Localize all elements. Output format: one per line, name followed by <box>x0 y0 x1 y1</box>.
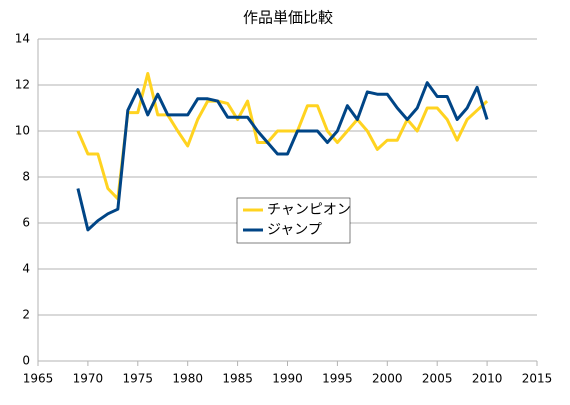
x-tick-label: 1990 <box>272 372 303 386</box>
x-tick-label: 1995 <box>322 372 353 386</box>
x-tick-label: 1985 <box>222 372 253 386</box>
y-tick-label: 14 <box>15 32 30 46</box>
y-tick-label: 8 <box>22 170 30 184</box>
series-line <box>76 72 489 201</box>
y-tick-label: 12 <box>15 78 30 92</box>
y-tick-label: 4 <box>22 262 30 276</box>
y-tick-label: 2 <box>22 308 30 322</box>
x-tick-label: 2000 <box>372 372 403 386</box>
x-tick-label: 2010 <box>472 372 503 386</box>
x-tick-label: 2005 <box>422 372 453 386</box>
y-tick-label: 6 <box>22 216 30 230</box>
y-tick-label: 10 <box>15 124 30 138</box>
chart-title: 作品単価比較 <box>243 9 333 27</box>
series-line <box>76 81 489 232</box>
x-tick-label: 1970 <box>73 372 104 386</box>
x-tick-label: 1965 <box>23 372 54 386</box>
legend-label: チャンピオン <box>267 202 351 218</box>
x-tick-label: 1975 <box>123 372 154 386</box>
x-tick-label: 1980 <box>172 372 203 386</box>
x-tick-label: 2015 <box>522 372 553 386</box>
y-tick-label: 0 <box>22 354 30 368</box>
legend-box <box>236 197 351 244</box>
legend-label: ジャンプ <box>267 222 322 238</box>
